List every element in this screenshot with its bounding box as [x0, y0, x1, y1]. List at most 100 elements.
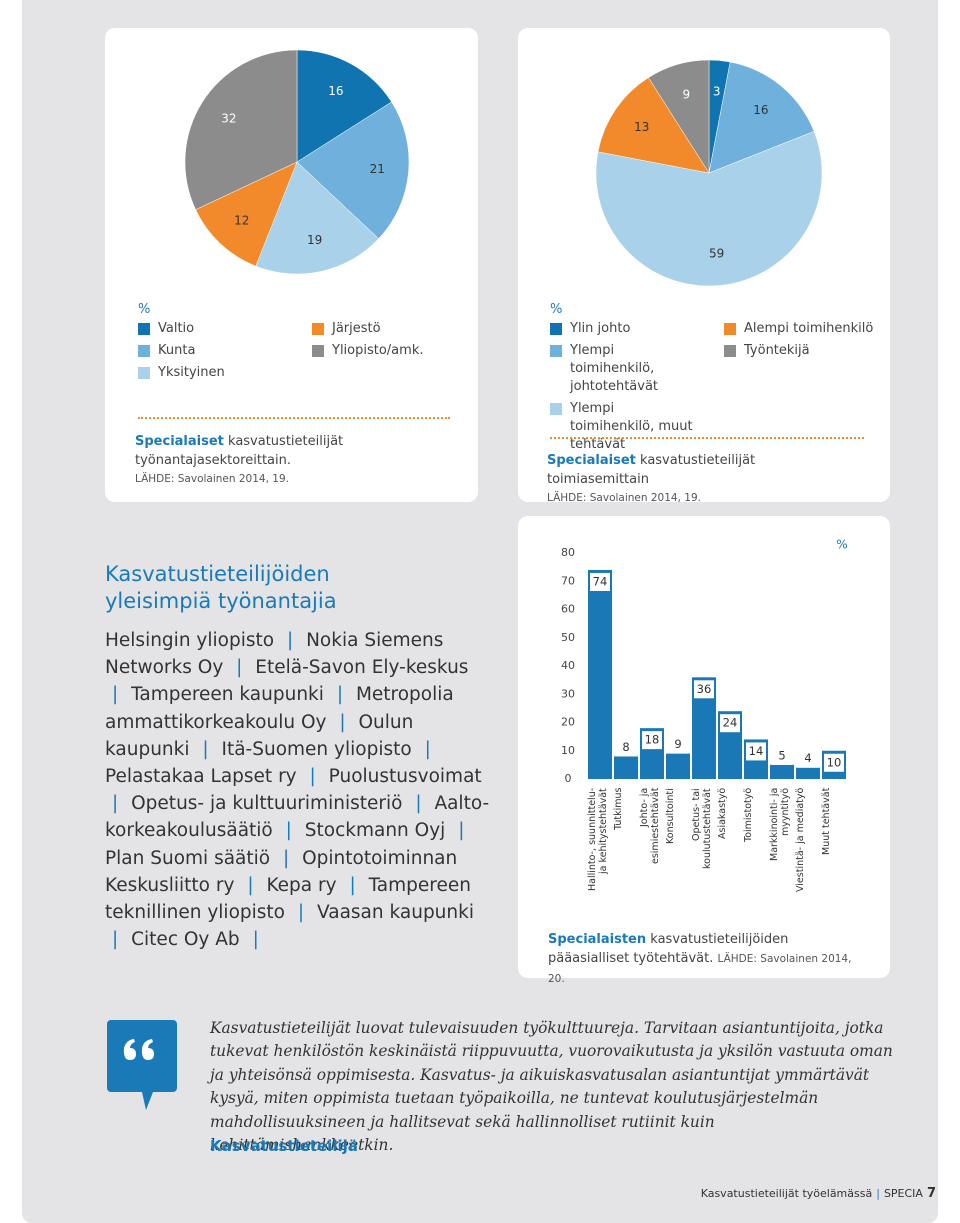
legend-entry: Alempi toimihenkilö — [724, 320, 874, 338]
value-label: 10 — [827, 755, 842, 769]
employer: Tampereen kaupunki — [131, 684, 324, 706]
value-label-box — [772, 746, 792, 765]
legend-entry: Yksityinen — [138, 364, 288, 382]
separator: | — [349, 874, 356, 896]
value-label: 74 — [593, 574, 608, 588]
legend-label: Järjestö — [332, 321, 381, 336]
employer: Pelastakaa Lapset ry — [105, 766, 297, 788]
caption-source: LÄHDE: Savolainen 2014, 20. — [548, 953, 852, 985]
slice-label: 16 — [753, 103, 768, 117]
employer: Plan Suomi säätiö — [105, 847, 271, 869]
value-label: 24 — [723, 716, 738, 730]
value-label-box — [590, 572, 610, 591]
page-number: 7 — [926, 1186, 936, 1201]
caption-highlight: Specialaisten — [548, 932, 647, 947]
value-label-box — [668, 735, 688, 754]
caption-text: kasvatustieteilijät työnantajasektoreitt… — [135, 434, 344, 468]
separator: | — [112, 684, 119, 706]
separator: | — [876, 1187, 880, 1200]
employer: Tampereen teknillinen yliopisto — [105, 874, 471, 924]
caption-highlight: Specialaiset — [135, 434, 224, 449]
quote-text: Kasvatustieteilijät luovat tulevaisuuden… — [210, 1019, 893, 1155]
footer: Kasvatustieteilijät työelämässä | SPECIA 7 — [701, 1186, 936, 1201]
legend-entry: Valtio — [138, 320, 288, 338]
separator: | — [286, 630, 294, 651]
legend-swatch — [138, 323, 150, 335]
legend-entry: Ylempi toimihenkilö, muut tehtävät — [550, 400, 700, 454]
separator: | — [339, 711, 346, 733]
caption: Specialaiset kasvatustieteilijät työnant… — [135, 432, 435, 489]
y-tick-label: 50 — [561, 631, 575, 644]
slice-label: 59 — [709, 246, 724, 260]
x-tick-label: Viestintä- ja mediatyö — [795, 788, 806, 893]
y-tick-label: 60 — [561, 603, 575, 616]
y-tick-label: 20 — [561, 716, 575, 729]
employer: Citec Oy Ab — [131, 929, 240, 951]
legend-entry: Ylempi toimihenkilö, johtotehtävät — [550, 342, 700, 396]
pie-slice — [648, 59, 710, 174]
caption-text: kasvatustieteilijöiden pääasialliset työ… — [548, 932, 789, 966]
heading: Kasvatustieteilijöiden yleisimpiä työnan… — [105, 562, 337, 613]
y-tick-label: 30 — [561, 687, 575, 700]
separator: | — [282, 847, 290, 869]
x-tick-label: Tutkimus — [613, 788, 624, 831]
legend-swatch — [138, 367, 150, 379]
employer: Vaasan kaupunki — [317, 902, 474, 924]
value-label: 14 — [749, 744, 764, 758]
pie-slice — [255, 161, 379, 275]
separator: | — [236, 657, 243, 679]
separator: | — [458, 820, 465, 842]
separator: | — [252, 929, 259, 951]
legend-swatch — [724, 323, 736, 335]
legend-entry: Yliopisto/amk. — [312, 342, 462, 360]
divider — [550, 437, 864, 439]
slice-label: 32 — [221, 111, 236, 125]
legend-label: Alempi toimihenkilö — [744, 321, 874, 336]
quote-icon — [107, 1020, 177, 1110]
legend-swatch — [312, 345, 324, 357]
value-label: 8 — [622, 740, 629, 754]
legend-label: Ylin johto — [570, 321, 631, 336]
legend-entry: Kunta — [138, 342, 288, 360]
bar — [770, 764, 794, 779]
caption: Specialaisten kasvatustieteilijöiden pää… — [548, 930, 868, 989]
legend-entry: Ylin johto — [550, 320, 700, 338]
separator: | — [112, 929, 119, 951]
separator: | — [112, 793, 119, 815]
x-tick-label: Muut tehtävät — [821, 788, 832, 856]
caption-source: LÄHDE: Savolainen 2014, 19. — [135, 473, 289, 485]
pie-slice — [195, 161, 298, 267]
quote-author: Kasvatustieteilijä — [210, 1137, 358, 1155]
pie-slice — [296, 49, 392, 163]
value-label-box — [798, 749, 818, 768]
legend-label: Kunta — [158, 343, 196, 358]
value-label: 4 — [804, 751, 811, 765]
x-tick-label: Markkinointi- ja myyntityö — [769, 788, 791, 862]
pie-slice — [296, 101, 410, 240]
legend-label: Yksityinen — [158, 365, 225, 380]
magazine: SPECIA — [883, 1187, 923, 1200]
separator: | — [424, 738, 431, 760]
legend-entry: Järjestö — [312, 320, 462, 338]
x-tick-label: Asiakastyö — [717, 788, 728, 840]
employer: Opetus- ja kulttuuriministeriö — [131, 793, 403, 815]
x-tick-label: Hallinto-, suunnittelu- ja kehitystehtäv… — [587, 788, 609, 892]
separator: | — [202, 738, 209, 760]
divider — [138, 417, 450, 419]
bar — [614, 756, 638, 779]
employer: Puolustusvoimat — [328, 766, 482, 788]
value-label-box — [746, 742, 766, 761]
employer: Etelä-Savon Ely-keskus — [255, 657, 469, 679]
legend-swatch — [550, 403, 562, 415]
legend-unit: % — [550, 302, 563, 317]
value-label-box — [824, 753, 844, 772]
pie-slice — [595, 131, 823, 287]
unit-label: % — [836, 538, 847, 552]
caption-highlight: Specialaiset — [547, 453, 636, 468]
legend-unit: % — [138, 302, 151, 317]
employer: Stockmann Oyj — [304, 820, 446, 842]
separator: | — [309, 766, 316, 788]
bar — [666, 753, 690, 779]
